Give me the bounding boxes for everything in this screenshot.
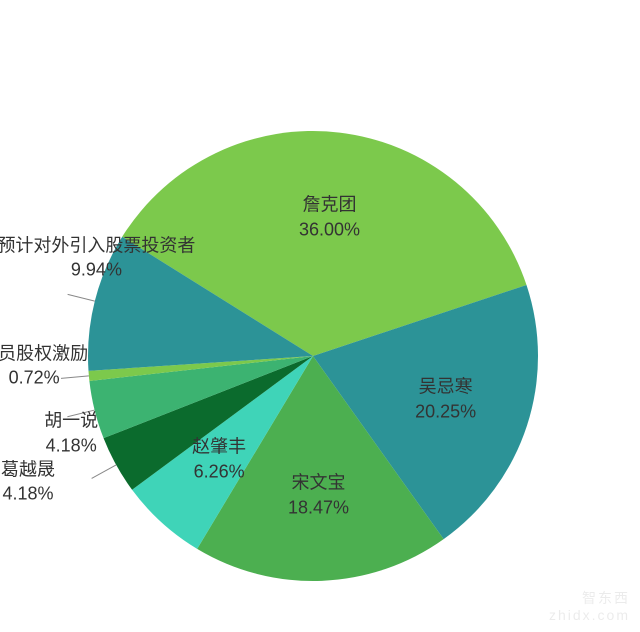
pie-slice-label-value: 20.25% — [415, 399, 476, 423]
pie-slice-label-name: 葛越晟 — [1, 457, 55, 481]
pie-slice-label-name: 预计对外引入股票投资者 — [0, 233, 195, 257]
pie-slice-label: 宋文宝18.47% — [288, 471, 349, 520]
pie-slice-label: 胡一说4.18% — [44, 409, 98, 458]
pie-slice-label-value: 18.47% — [288, 495, 349, 519]
pie-slice-label-value: 9.94% — [0, 258, 195, 282]
pie-chart-container: 智东西 zhidx.com 詹克团36.00% 吴忌寒20.25% 宋文宝18.47… — [0, 0, 640, 632]
pie-slice-label-name: 胡一说 — [44, 409, 98, 433]
pie-slice-label-value: 4.18% — [44, 433, 98, 457]
pie-slice-label-name: 全员股权激励 — [0, 341, 88, 365]
pie-slice-label-value: 6.26% — [192, 459, 246, 483]
pie-slice-label-value: 0.72% — [0, 366, 88, 390]
pie-slice-label-name: 宋文宝 — [288, 471, 349, 495]
pie-slice-label-name: 詹克团 — [299, 193, 360, 217]
pie-slice-label-name: 赵肇丰 — [192, 435, 246, 459]
pie-slice-label-value: 4.18% — [1, 482, 55, 506]
watermark: 智东西 zhidx.com — [549, 590, 630, 624]
pie-slice-label: 全员股权激励0.72% — [0, 341, 88, 390]
pie-slice-label: 詹克团36.00% — [299, 193, 360, 242]
pie-slice-label: 吴忌寒20.25% — [415, 375, 476, 424]
pie-leader-line — [92, 465, 117, 479]
pie-chart-svg — [0, 0, 640, 632]
pie-slice-label: 赵肇丰6.26% — [192, 435, 246, 484]
pie-slice-label-value: 36.00% — [299, 217, 360, 241]
pie-slice-label-name: 吴忌寒 — [415, 375, 476, 399]
pie-slice-label: 预计对外引入股票投资者9.94% — [0, 233, 195, 282]
watermark-line2: zhidx.com — [549, 607, 630, 624]
pie-slice-label: 葛越晟4.18% — [1, 457, 55, 506]
watermark-line1: 智东西 — [549, 590, 630, 607]
pie-leader-line — [68, 294, 95, 301]
